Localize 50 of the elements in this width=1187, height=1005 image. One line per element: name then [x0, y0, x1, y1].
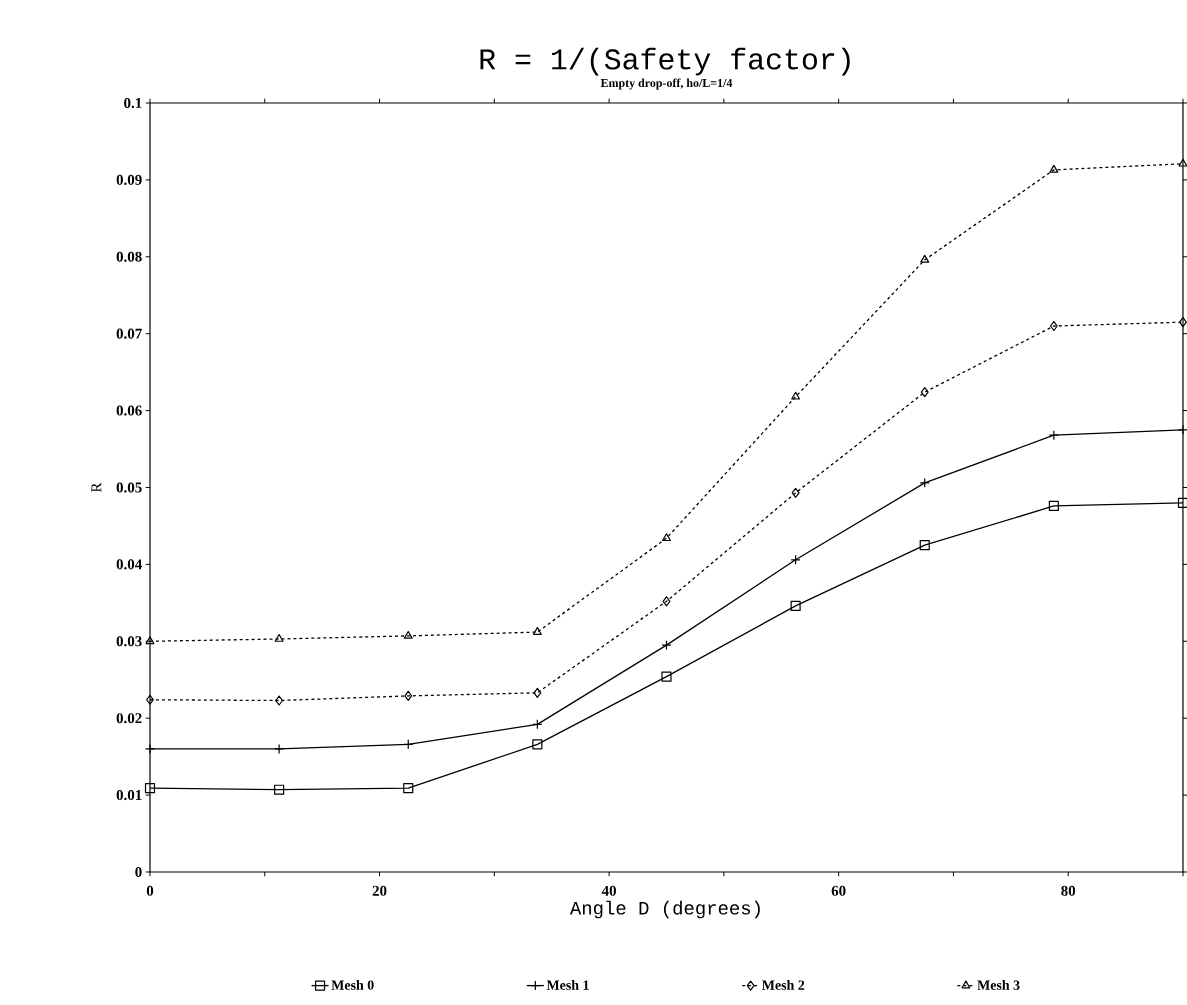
- point: [532, 739, 543, 750]
- point: [1048, 500, 1059, 512]
- legend-label: Mesh 3: [977, 979, 1020, 990]
- point: [920, 254, 930, 263]
- y-tick-label: 0: [135, 866, 142, 878]
- point: [1049, 164, 1059, 173]
- y-tick-label: 0.05: [116, 482, 142, 493]
- x-tick-label: 20: [372, 885, 387, 896]
- y-tick-label: 0.06: [116, 405, 142, 416]
- point: [1179, 317, 1187, 328]
- point: [274, 633, 284, 642]
- legend-label: Mesh 0: [331, 979, 374, 990]
- point: [533, 687, 542, 698]
- point: [532, 626, 542, 635]
- y-axis-title: R: [91, 482, 102, 493]
- y-tick-label: 0.09: [116, 174, 142, 185]
- y-tick-label: 0.01: [116, 790, 142, 801]
- point: [146, 694, 154, 705]
- point: [404, 690, 413, 701]
- point: [662, 596, 671, 607]
- point: [274, 784, 285, 795]
- point: [791, 487, 800, 498]
- y-tick-label: 0.07: [116, 328, 142, 339]
- point: [1049, 320, 1058, 332]
- x-tick-label: 40: [601, 885, 617, 896]
- legend-label: Mesh 2: [762, 979, 805, 990]
- x-tick-label: 80: [1061, 885, 1076, 896]
- point: [403, 783, 414, 794]
- point: [145, 636, 155, 645]
- y-tick-label: 0.03: [116, 636, 142, 647]
- point: [403, 630, 413, 639]
- point: [790, 600, 801, 612]
- x-tick-label: 60: [831, 885, 846, 896]
- x-tick-label: 0: [146, 885, 154, 896]
- point: [791, 391, 801, 400]
- point: [662, 533, 671, 542]
- point: [920, 387, 929, 398]
- chart-subtitle: Empty drop-off, ho/L=1/4: [600, 78, 733, 90]
- point: [1178, 158, 1187, 167]
- chart-title: R = 1/(Safety factor): [480, 47, 850, 76]
- point: [275, 695, 284, 706]
- y-tick-label: 0.08: [116, 251, 142, 262]
- point: [144, 783, 156, 794]
- point: [661, 671, 672, 682]
- point: [919, 540, 930, 551]
- x-axis-title: Angle D (degrees): [569, 900, 760, 919]
- legend-label: Mesh 1: [546, 979, 589, 990]
- y-tick-label: 0.02: [116, 713, 142, 724]
- y-tick-label: 0.1: [124, 97, 142, 109]
- y-tick-label: 0.04: [116, 559, 142, 570]
